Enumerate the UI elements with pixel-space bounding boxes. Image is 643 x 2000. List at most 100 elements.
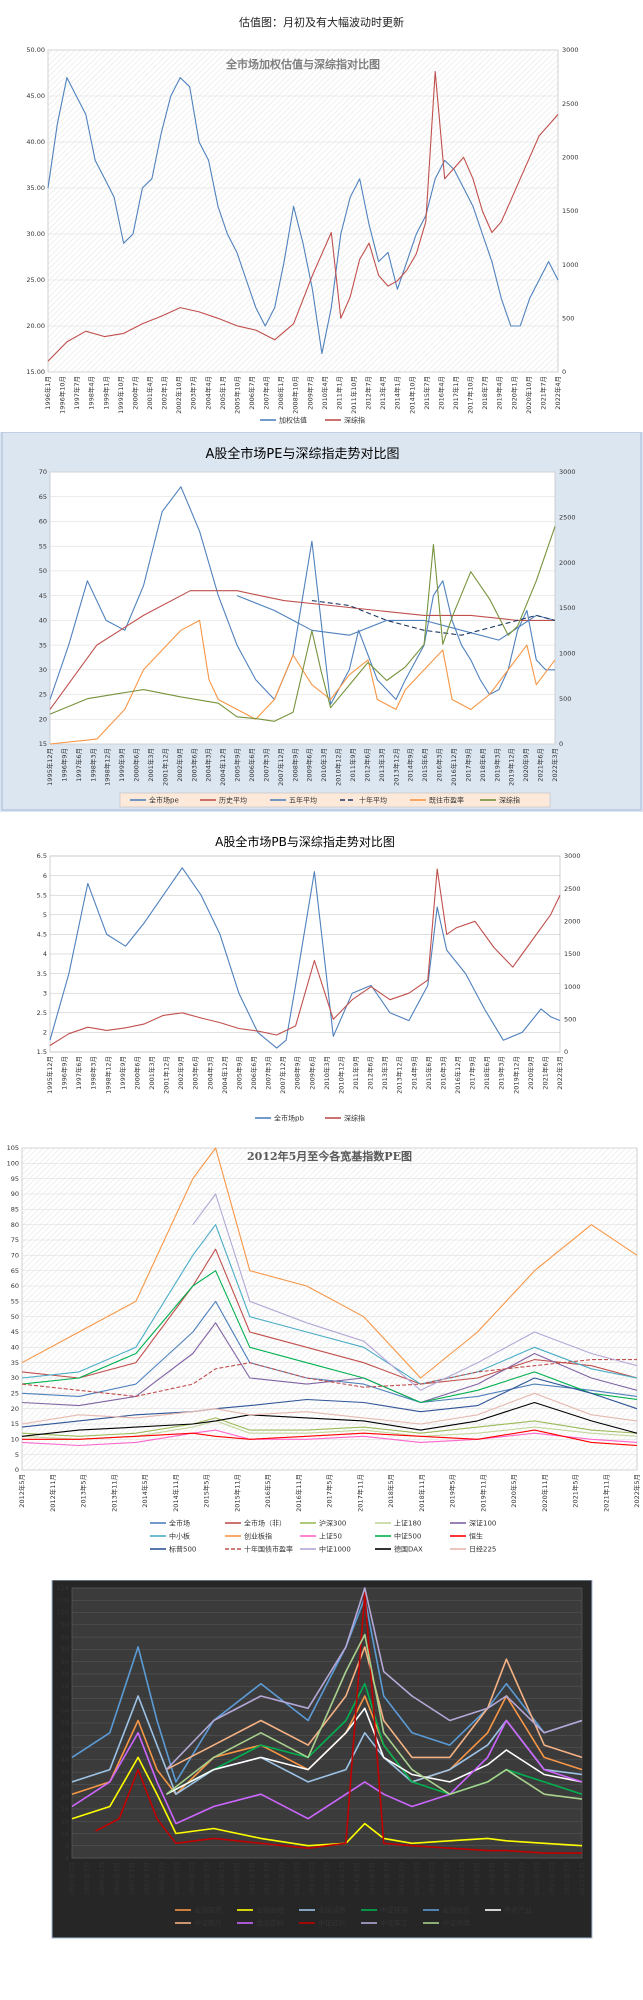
y-left-tick-label: 15 [11,1420,19,1428]
x-tick-label: 2012年6月 [366,1056,375,1090]
y-left-tick-label: 75 [11,1236,19,1244]
x-tick-label: 2013年5月 [79,1474,88,1508]
x-tick-label: 2019年12月 [511,1056,520,1094]
series-line-c4-13 [21,1401,638,1437]
series-line-c4-10 [21,1377,638,1428]
x-tick-label: 2000年6月 [132,1056,141,1090]
y-left-tick-label: 25 [39,691,47,699]
x-tick-label: 2019年5月 [448,1474,457,1508]
y-right-tick-label: 1000 [564,983,581,991]
x-tick-label: 2020年5月 [509,1474,518,1508]
legend-label: 标普500 [169,1545,196,1554]
series-line-c3-1 [49,868,561,1046]
series-line-c5-6 [166,1646,583,1771]
chart-panel-market-pe: 全市场加权估值与深综指对比图 15.00 20.00 25.00 30.00 35.00 4… [0,40,643,430]
x-tick-label: 2016年3月 [435,748,444,782]
legend-label: 德国DAX [394,1545,423,1554]
x-tick-label: 1999年9月 [118,1056,127,1090]
x-tick-label: 2001年3月 [147,1056,156,1090]
y-left-tick-label: 35.00 [26,184,45,192]
x-tick-label: 2007年1月 [127,1862,136,1896]
x-tick-label: 2018年6月 [482,1056,491,1090]
y-left-tick-label: 3.5 [37,970,47,978]
x-tick-label: 2004年12月 [220,1056,229,1094]
x-tick-label: 2014年9月 [406,748,415,782]
y-left-tick-label: 55 [11,1298,19,1306]
y-left-tick-label: 5 [15,1451,19,1459]
x-tick-label: 2019年12月 [507,748,516,786]
x-tick-label: 2018年11月 [417,1474,426,1512]
y-left-tick-label: 64 [61,1707,69,1715]
legend-label: 中证环保 [380,1906,408,1915]
x-tick-label: 2012年7月 [292,1862,301,1896]
y-left-tick-label: 74 [61,1682,69,1690]
x-tick-label: 2013年3月 [380,1056,389,1090]
y-right-tick-label: 2000 [564,918,581,926]
y-right-tick-label: 1500 [564,950,581,958]
x-tick-label: 2016年12月 [453,1056,462,1094]
legend-label: 上证50 [319,1532,342,1541]
y-left-tick-label: 3 [43,989,47,997]
x-tick-label: 2006年7月 [112,1862,121,1896]
x-tick-label: 2005年1月 [67,1862,76,1896]
x-tick-label: 2010年3月 [319,748,328,782]
y-left-tick-label: 65 [39,493,47,501]
y-left-tick-label: 104 [57,1609,69,1617]
chart-title: A股全市场PE与深综指走势对比图 [206,446,400,462]
y-left-tick-label: 39 [61,1768,69,1776]
legend-label: 全市场（非） [244,1519,286,1528]
series-line-c2-3 [311,600,556,636]
y-left-tick-label: 80 [11,1221,19,1229]
x-tick-label: 2005年1月 [218,376,227,410]
y-right-tick-label: 2500 [564,885,581,893]
x-tick-label: 2016年7月 [412,1862,421,1896]
x-tick-label: 2009年1月 [187,1862,196,1896]
series-line-c2-5 [49,526,556,722]
x-tick-label: 2012年1月 [277,1862,286,1896]
x-tick-label: 2019年7月 [502,1862,511,1896]
chart-title: 2012年5月至今各宽基指数PE图 [247,1149,412,1163]
y-left-tick-label: 4.5 [37,931,47,939]
x-tick-label: 2004年12月 [218,748,227,786]
x-tick-label: 1996年1月 [43,376,52,410]
y-right-tick-label: 3000 [564,852,581,860]
x-tick-label: 2018年6月 [478,748,487,782]
x-tick-label: 2019年3月 [497,1056,506,1090]
legend-label: 深综指 [344,416,365,425]
x-tick-label: 1999年1月 [101,376,110,410]
legend-label: 创业板指 [244,1532,272,1541]
x-tick-label: 2015年5月 [202,1474,211,1508]
series-line-c1-1 [47,70,559,362]
x-tick-label: 2015年7月 [422,376,431,410]
x-tick-label: 2012年5月 [17,1474,26,1508]
x-tick-label: 2008年9月 [290,748,299,782]
series-line-c5-8 [95,1592,582,1854]
x-tick-label: 2004年3月 [205,1056,214,1090]
x-tick-label: 2016年11月 [294,1474,303,1512]
chart-panel-broad-index-pe: 2012年5月至今各宽基指数PE图 0 5 10 15 20 25 30 35 40 45 50 55 6… [0,1140,643,1560]
series-line-c5-7 [71,1719,583,1825]
x-tick-label: 2018年7月 [472,1862,481,1896]
y-left-tick-label: 6 [43,872,47,880]
x-tick-label: 1998年3月 [89,1056,98,1090]
legend-label: 十年平均 [359,796,387,805]
legend-label: 全市场pe [149,796,179,805]
x-tick-label: 2014年9月 [409,1056,418,1090]
x-tick-label: 1999年10月 [116,376,125,414]
y-left-tick-label: 29 [61,1793,69,1801]
x-tick-label: 2012年6月 [362,748,371,782]
x-tick-label: 2016年4月 [436,376,445,410]
chart-c4-svg: 2012年5月至今各宽基指数PE图 0 5 10 15 20 25 30 35 40 45 50 55 6… [0,1140,643,1560]
series-line-c4-9 [22,1429,638,1447]
legend-label: 中小板 [169,1532,190,1541]
x-tick-label: 2014年5月 [140,1474,149,1508]
x-tick-label: 2014年11月 [171,1474,180,1512]
x-tick-label: 2008年1月 [157,1862,166,1896]
x-tick-label: 1997年6月 [74,748,83,782]
x-tick-label: 2014年1月 [393,376,402,410]
x-tick-label: 2021年7月 [538,376,547,410]
x-tick-label: 2008年7月 [172,1862,181,1896]
y-left-tick-label: 34 [61,1781,69,1789]
y-left-tick-label: 5 [43,911,47,919]
series-line-c2-4 [49,619,556,745]
